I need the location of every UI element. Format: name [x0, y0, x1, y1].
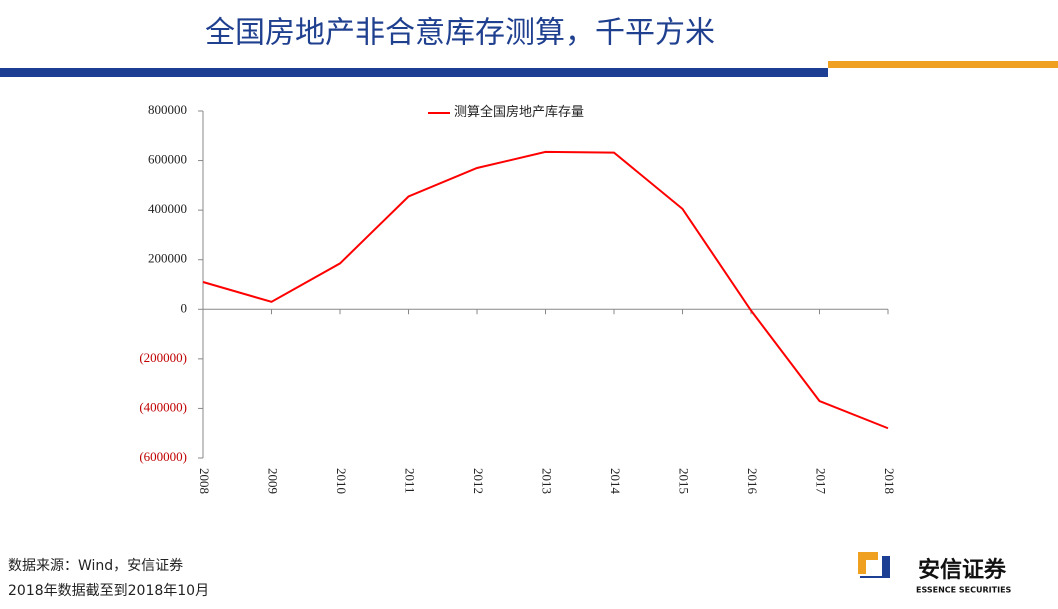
logo-mark-top — [858, 552, 878, 574]
date-note: 2018年数据截至到2018年10月 — [8, 583, 209, 599]
y-tick-label: (600000) — [139, 449, 187, 464]
y-tick-label: 400000 — [148, 201, 187, 216]
accent-rule — [828, 61, 1058, 68]
x-tick-label: 2016 — [745, 468, 760, 495]
title-rule — [0, 68, 828, 77]
source-note: 数据来源：Wind，安信证券 — [8, 558, 183, 574]
series-line — [202, 150, 889, 430]
x-tick-label: 2014 — [608, 468, 623, 495]
y-tick-label: (400000) — [139, 399, 187, 414]
logo: 安信证券 ESSENCE SECURITIES — [858, 552, 1012, 595]
logo-mark-bottom — [860, 556, 890, 578]
y-tick-label: 200000 — [148, 251, 187, 266]
y-tick-label: (200000) — [139, 350, 187, 365]
slide-title: 全国房地产非合意库存测算，千平方米 — [205, 16, 715, 51]
y-tick-label: 0 — [181, 300, 188, 315]
logo-subtitle: ESSENCE SECURITIES — [916, 586, 1012, 595]
x-tick-label: 2018 — [882, 468, 897, 494]
chart: (600000) (400000) (200000) 0 200000 400000 600… — [139, 102, 897, 495]
logo-name: 安信证券 — [918, 557, 1007, 583]
y-tick-label: 600000 — [148, 152, 187, 167]
x-tick-label: 2013 — [540, 468, 555, 494]
y-tick-label: 800000 — [148, 102, 187, 117]
x-tick-label: 2015 — [677, 468, 692, 494]
x-tick-label: 2012 — [471, 468, 486, 494]
legend-label: 测算全国房地产库存量 — [454, 104, 584, 119]
x-tick-label: 2008 — [197, 468, 212, 494]
x-tick-label: 2011 — [403, 468, 418, 494]
x-tick-label: 2010 — [334, 468, 349, 494]
x-tick-label: 2009 — [266, 468, 281, 494]
x-tick-label: 2017 — [814, 468, 829, 495]
